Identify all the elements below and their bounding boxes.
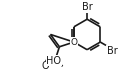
Text: O: O — [41, 61, 49, 71]
Text: O: O — [71, 38, 78, 47]
Text: Br: Br — [82, 2, 92, 12]
Text: HO: HO — [46, 56, 61, 66]
Text: Br: Br — [107, 46, 117, 56]
